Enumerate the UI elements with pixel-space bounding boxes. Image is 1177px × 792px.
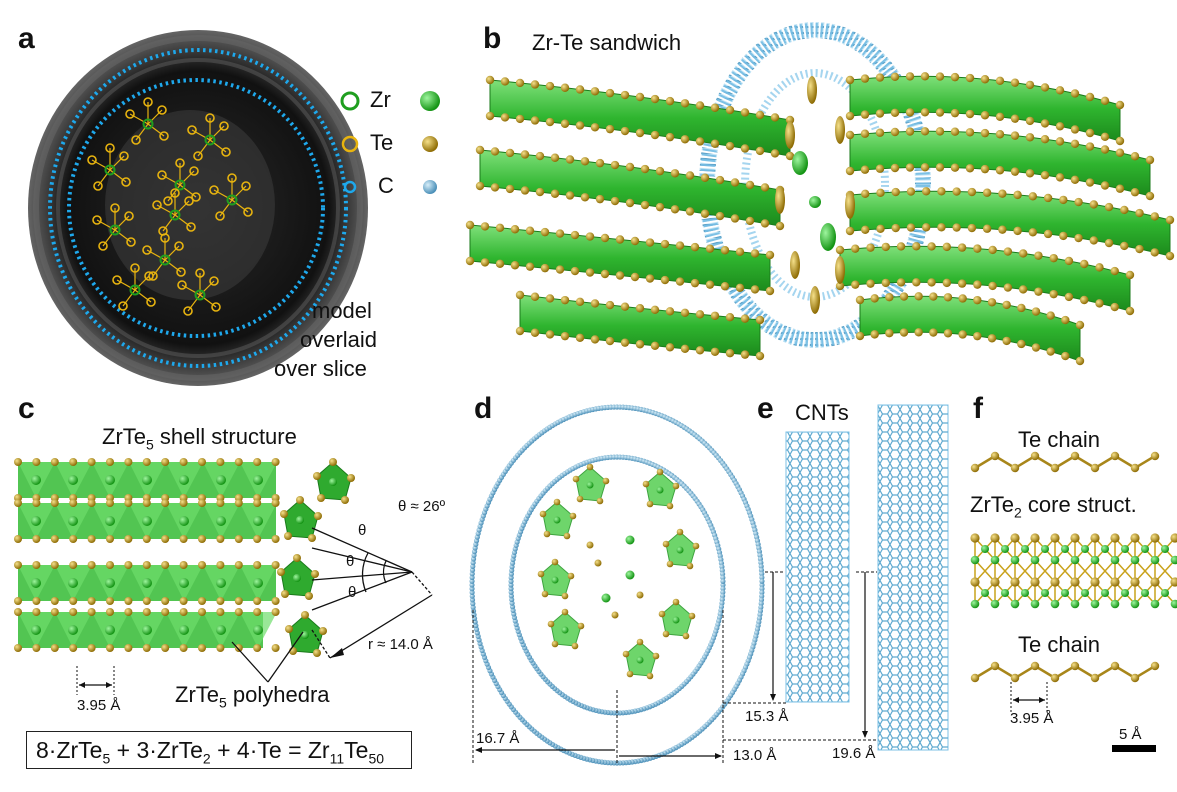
panel-d-cross-section — [469, 404, 765, 766]
panel-f-core-title: ZrTe2 core struct. — [970, 492, 1137, 521]
panel-c-theta-1: θ — [358, 522, 367, 539]
panel-f-chains — [970, 451, 1177, 752]
panel-letter-a: a — [18, 22, 35, 55]
panel-c-polyhedra-label: ZrTe5 polyhedra — [175, 682, 330, 711]
stoichiometry-equation: 8·ZrTe5 + 3·ZrTe2 + 4·Te = Zr11Te50 — [26, 731, 412, 769]
legend-te-label: Te — [370, 130, 394, 155]
panel-e-large-dim: 19.6 Å — [832, 745, 876, 762]
legend-te-ball-icon — [422, 136, 438, 152]
legend-zr-label: Zr — [370, 87, 391, 112]
panel-c-angle-label: θ ≈ 26º — [398, 498, 446, 515]
panel-a-caption-line3: over slice — [274, 356, 367, 381]
legend-c-label: C — [378, 173, 394, 198]
panel-c-theta-2: θ — [346, 553, 355, 570]
scale-bar-label: 5 Å — [1119, 726, 1142, 743]
legend-zr-ball-icon — [420, 91, 440, 111]
panel-a-caption-line2: overlaid — [300, 327, 378, 352]
panel-f-spacing-label: 3.95 Å — [1010, 710, 1054, 727]
panel-a-caption-line1: model — [312, 298, 372, 323]
panel-c-radius-label: r ≈ 14.0 Å — [368, 636, 433, 653]
panel-letter-e: e — [757, 392, 774, 425]
panel-letter-d: d — [474, 392, 493, 425]
legend — [340, 91, 440, 194]
legend-c-ball-icon — [423, 180, 437, 194]
panel-c-title: ZrTe5 shell structure — [102, 424, 297, 453]
panel-c-theta-3: θ — [348, 584, 357, 601]
panel-letter-b: b — [483, 22, 502, 55]
panel-a-atom-overlay — [87, 97, 253, 316]
panel-letter-f: f — [973, 392, 983, 425]
legend-c-ring-icon — [343, 180, 357, 194]
panel-b-sandwich — [465, 22, 1175, 366]
scale-bar — [1112, 745, 1156, 752]
legend-te-ring-icon — [341, 135, 359, 153]
panel-e-small-dim: 15.3 Å — [745, 708, 789, 725]
panel-d-inner-dim: 13.0 Å — [733, 747, 777, 764]
panel-e-cnts — [723, 404, 949, 751]
panel-c-shell-structure — [14, 458, 433, 695]
panel-d-outer-dim: 16.7 Å — [476, 730, 520, 747]
panel-f-te-chain-top: Te chain — [1018, 427, 1100, 452]
panel-f-te-chain-bottom: Te chain — [1018, 632, 1100, 657]
panel-letter-c: c — [18, 392, 35, 425]
panel-e-title: CNTs — [795, 400, 849, 425]
panel-c-spacing-label: 3.95 Å — [77, 697, 121, 714]
legend-zr-ring-icon — [340, 91, 360, 111]
panel-b-title: Zr-Te sandwich — [532, 30, 682, 55]
panel-a-slice — [28, 30, 368, 386]
